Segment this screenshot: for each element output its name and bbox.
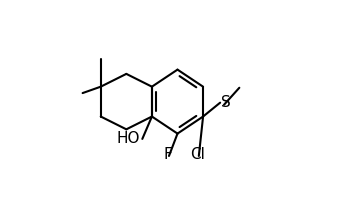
- Text: Cl: Cl: [190, 147, 205, 162]
- Text: F: F: [164, 147, 172, 162]
- Text: S: S: [221, 95, 231, 110]
- Text: HO: HO: [117, 131, 140, 146]
